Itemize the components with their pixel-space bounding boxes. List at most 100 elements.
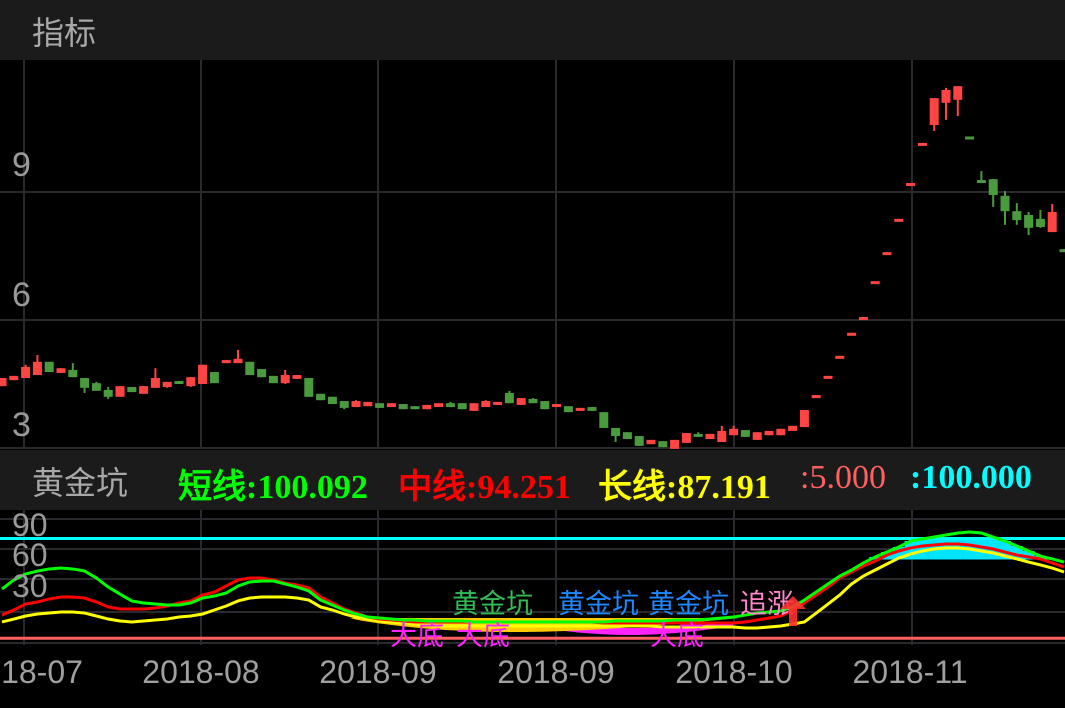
bottom-zone-fill: [525, 622, 733, 635]
candle: [0, 378, 7, 387]
candle: [729, 425, 739, 436]
candle: [705, 433, 715, 440]
candle-body: [434, 403, 444, 408]
candle: [929, 98, 939, 131]
candle-body: [988, 179, 998, 195]
candle-body: [327, 396, 337, 405]
candle: [434, 403, 444, 408]
top-zone-bar: [916, 539, 929, 560]
candle: [21, 364, 31, 379]
candle: [1024, 212, 1034, 236]
candle-body: [599, 412, 609, 428]
annotation-bottom: 大底: [650, 621, 704, 652]
candle: [186, 377, 196, 387]
candle-body: [858, 317, 868, 321]
candle: [847, 332, 857, 336]
candle-body: [811, 395, 821, 399]
candle: [634, 436, 644, 446]
low-line-value: :5.000: [800, 459, 886, 496]
annotation-golden-pit: 黄金坑: [648, 589, 729, 620]
candle-body: [9, 375, 19, 381]
candle-body: [835, 355, 845, 359]
candle: [233, 349, 243, 364]
candle: [681, 433, 691, 443]
candle-body: [1059, 249, 1065, 253]
candle-body: [929, 98, 939, 125]
candle-body: [575, 407, 585, 411]
candle-body: [115, 386, 125, 397]
candle-body: [162, 381, 172, 387]
candle: [410, 406, 420, 410]
x-tick-label: 2018-08: [142, 654, 260, 690]
candle-body: [976, 180, 986, 184]
candle: [398, 404, 408, 410]
candle-body: [965, 136, 975, 140]
candle: [587, 407, 597, 411]
annotation-golden-pit: 黄金坑: [558, 589, 639, 620]
candle: [493, 401, 503, 405]
candle: [752, 432, 762, 440]
candle: [351, 400, 361, 408]
candle-body: [422, 404, 432, 410]
candle-body: [646, 439, 656, 445]
candle-body: [752, 432, 762, 440]
indicator-title-bar: 指标: [0, 0, 1065, 60]
candle: [941, 87, 951, 120]
candle-body: [729, 428, 739, 436]
candle-body: [209, 372, 219, 384]
candle-body: [150, 378, 160, 388]
candle-body: [681, 433, 691, 443]
top-zone-bar: [1022, 550, 1035, 560]
candle: [198, 364, 208, 384]
candle: [9, 375, 19, 381]
candle-body: [481, 401, 491, 408]
candle: [563, 406, 573, 413]
y-tick-label: 3: [12, 406, 31, 444]
candle: [693, 432, 703, 437]
candle: [386, 403, 396, 408]
candle-body: [504, 392, 514, 404]
candle-body: [906, 183, 916, 187]
candle-body: [80, 378, 90, 388]
candle-body: [563, 406, 573, 413]
candle-body: [882, 252, 892, 256]
candle-body: [788, 425, 798, 431]
candle-body: [398, 404, 408, 410]
x-tick-label: 2018-10: [675, 654, 793, 690]
candle-body: [1035, 218, 1045, 227]
candle-body: [304, 378, 314, 397]
candle-body: [847, 332, 857, 336]
annotation-bottom: 大底: [390, 621, 444, 652]
candle: [221, 360, 231, 364]
candle: [611, 427, 621, 443]
candle: [540, 401, 550, 410]
x-tick-label: 2018-09: [319, 654, 437, 690]
candle-body: [587, 407, 597, 411]
indicator-name: 黄金坑: [32, 464, 129, 502]
long-line-value: 长线:87.191: [598, 469, 771, 506]
candle: [1000, 191, 1010, 225]
candle-body: [717, 430, 727, 443]
candle-body: [0, 378, 7, 387]
candle: [115, 386, 125, 397]
candle-body: [68, 369, 78, 378]
candle: [56, 368, 66, 373]
candle: [858, 317, 868, 321]
candle-body: [268, 375, 278, 384]
candle: [445, 401, 455, 408]
candle: [764, 430, 774, 436]
candle: [917, 142, 927, 146]
candle-body: [894, 218, 904, 222]
y-tick-label: 9: [12, 146, 31, 184]
candle: [622, 432, 632, 440]
candle: [516, 398, 526, 405]
candle: [327, 396, 337, 405]
candle: [32, 354, 42, 376]
candle: [316, 393, 326, 401]
candle: [906, 183, 916, 187]
candle: [257, 369, 267, 378]
candle: [44, 361, 54, 373]
candle-body: [316, 393, 326, 401]
candle: [91, 381, 101, 391]
candle-body: [705, 433, 715, 440]
